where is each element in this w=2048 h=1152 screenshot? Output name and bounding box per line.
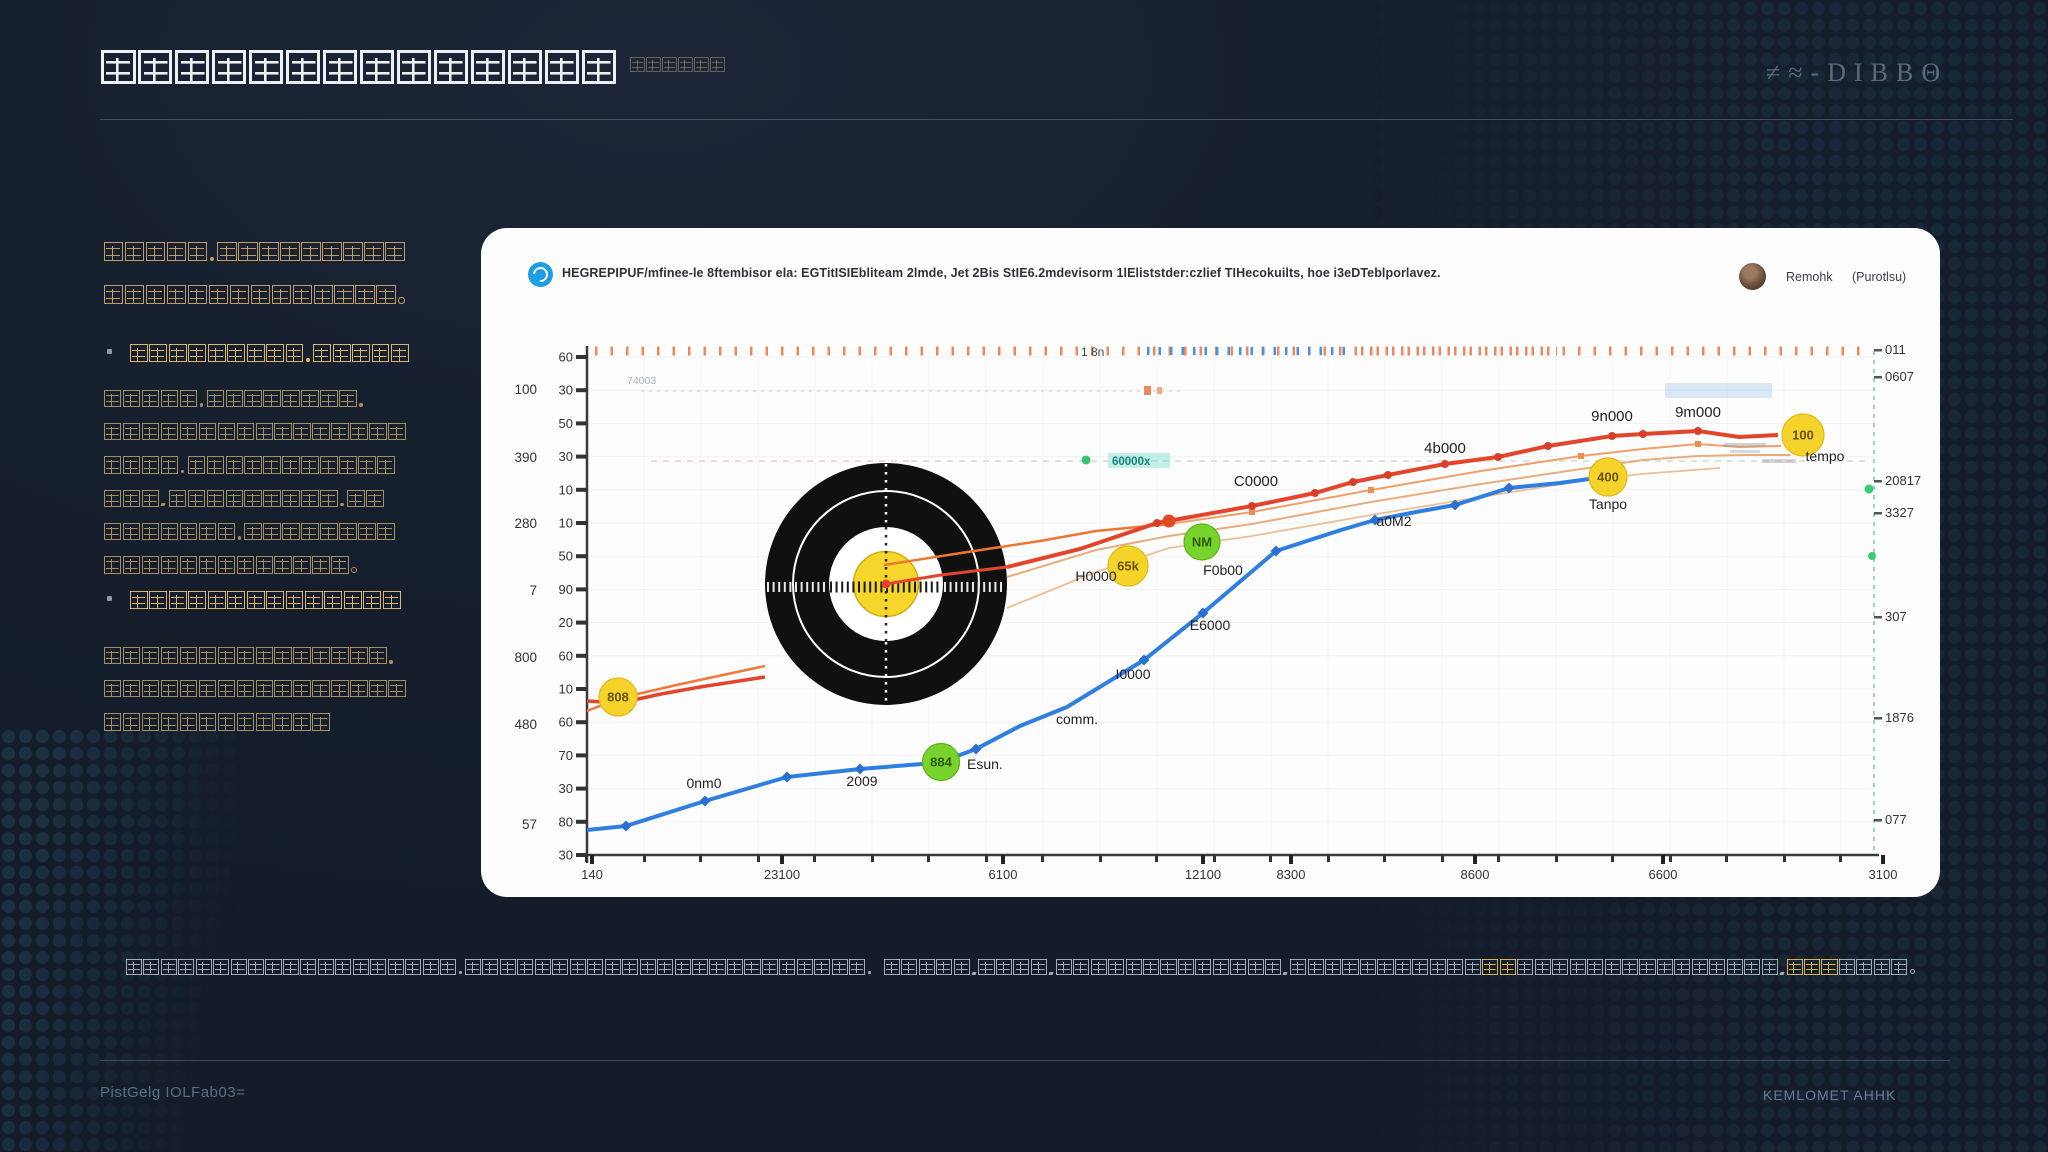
svg-text:30: 30 — [559, 848, 573, 863]
svg-text:60: 60 — [559, 715, 573, 730]
svg-text:3100: 3100 — [1869, 867, 1898, 882]
svg-text:Tanpo: Tanpo — [1589, 496, 1627, 512]
svg-text:50: 50 — [559, 549, 573, 564]
svg-text:Esun.: Esun. — [967, 756, 1003, 772]
svg-text:30: 30 — [559, 383, 573, 398]
svg-text:2009: 2009 — [846, 773, 877, 789]
svg-text:100: 100 — [514, 382, 537, 397]
svg-text:6100: 6100 — [989, 867, 1018, 882]
svg-text:23100: 23100 — [764, 867, 800, 882]
svg-text:60000x: 60000x — [1112, 456, 1151, 468]
svg-text:10: 10 — [559, 682, 573, 697]
svg-text:E6000: E6000 — [1190, 617, 1231, 633]
svg-text:1876: 1876 — [1885, 710, 1914, 725]
svg-text:12100: 12100 — [1185, 867, 1221, 882]
svg-text:011: 011 — [1885, 342, 1906, 357]
svg-text:9n000: 9n000 — [1591, 408, 1633, 425]
svg-text:0nm0: 0nm0 — [686, 775, 721, 791]
svg-text:comm.: comm. — [1056, 711, 1098, 727]
svg-text:100: 100 — [1792, 428, 1814, 443]
svg-text:808: 808 — [607, 690, 629, 705]
svg-text:30: 30 — [559, 781, 573, 796]
svg-text:H0000: H0000 — [1075, 568, 1116, 584]
svg-text:74003: 74003 — [627, 375, 656, 387]
svg-text:30: 30 — [559, 449, 573, 464]
svg-text:280: 280 — [514, 516, 537, 531]
svg-text:800: 800 — [514, 650, 537, 665]
svg-text:C0000: C0000 — [1234, 473, 1278, 490]
svg-text:7: 7 — [529, 583, 537, 598]
svg-text:077: 077 — [1885, 812, 1907, 827]
svg-text:57: 57 — [522, 817, 537, 832]
svg-text:10: 10 — [559, 516, 573, 531]
svg-text:8600: 8600 — [1461, 867, 1490, 882]
svg-text:20817: 20817 — [1885, 473, 1921, 488]
svg-text:80: 80 — [559, 814, 573, 829]
svg-text:390: 390 — [514, 450, 537, 465]
svg-text:I0000: I0000 — [1115, 666, 1150, 682]
svg-text:90: 90 — [559, 582, 573, 597]
svg-text:0607: 0607 — [1885, 369, 1914, 384]
svg-text:60: 60 — [559, 350, 573, 365]
svg-text:8300: 8300 — [1277, 867, 1306, 882]
svg-text:3327: 3327 — [1885, 505, 1914, 520]
svg-text:a0M2: a0M2 — [1376, 513, 1411, 529]
svg-text:4b000: 4b000 — [1424, 440, 1466, 457]
svg-text:20: 20 — [559, 615, 573, 630]
svg-text:140: 140 — [581, 867, 603, 882]
svg-text:480: 480 — [514, 717, 537, 732]
svg-text:F0b00: F0b00 — [1203, 562, 1243, 578]
svg-text:307: 307 — [1885, 609, 1907, 624]
svg-text:1 8n: 1 8n — [1081, 345, 1104, 359]
svg-text:60: 60 — [559, 648, 573, 663]
svg-text:tempo: tempo — [1806, 448, 1845, 464]
svg-text:10: 10 — [559, 482, 573, 497]
svg-text:6600: 6600 — [1649, 867, 1678, 882]
svg-text:884: 884 — [930, 755, 952, 770]
svg-text:65k: 65k — [1117, 559, 1139, 574]
svg-text:NM: NM — [1192, 535, 1212, 550]
svg-text:50: 50 — [559, 416, 573, 431]
svg-text:9m000: 9m000 — [1675, 404, 1721, 421]
svg-text:400: 400 — [1597, 470, 1619, 485]
svg-text:70: 70 — [559, 748, 573, 763]
